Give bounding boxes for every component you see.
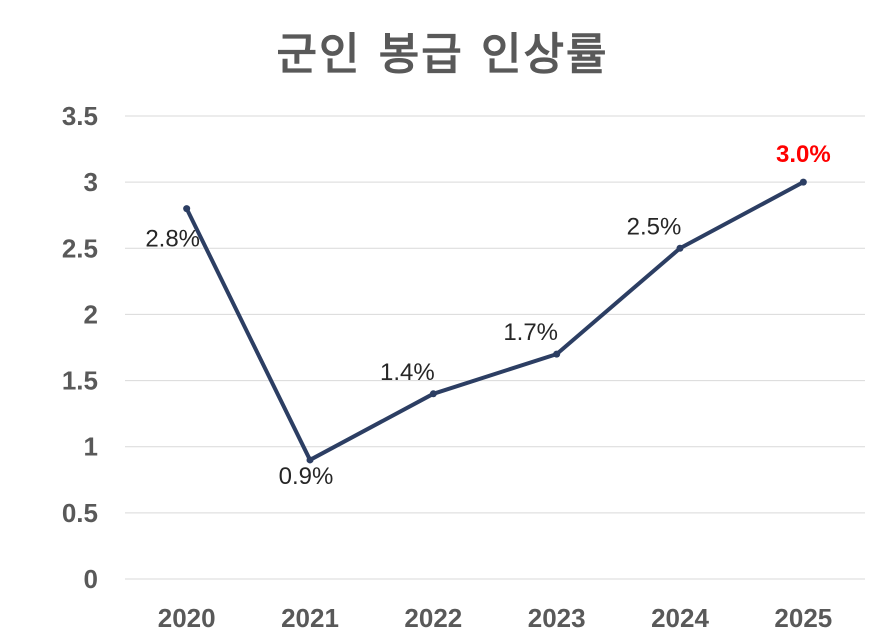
x-axis: 2020 2021 2022 2023 2024 2025 bbox=[158, 603, 833, 633]
y-tick-label: 0.5 bbox=[62, 498, 98, 528]
x-tick-label: 2024 bbox=[651, 603, 709, 633]
series-line bbox=[183, 178, 807, 464]
data-point bbox=[183, 205, 191, 213]
x-tick-label: 2023 bbox=[528, 603, 586, 633]
y-axis: 0 0.5 1 1.5 2 2.5 3 3.5 bbox=[62, 101, 98, 594]
data-label: 1.7% bbox=[503, 319, 558, 346]
data-labels: 2.8% 0.9% 1.4% 1.7% 2.5% 3.0% bbox=[145, 141, 830, 490]
data-point bbox=[429, 390, 437, 398]
y-tick-label: 1.5 bbox=[62, 366, 98, 396]
data-point bbox=[799, 178, 807, 186]
data-line bbox=[184, 180, 806, 462]
x-tick-label: 2020 bbox=[158, 603, 216, 633]
y-tick-label: 0 bbox=[84, 564, 98, 594]
data-point bbox=[306, 456, 314, 464]
y-tick-label: 2 bbox=[84, 299, 98, 329]
data-label: 2.8% bbox=[145, 226, 200, 253]
y-tick-label: 3 bbox=[84, 167, 98, 197]
y-tick-label: 1 bbox=[84, 432, 98, 462]
data-label: 2.5% bbox=[627, 213, 682, 240]
y-tick-label: 2.5 bbox=[62, 233, 98, 263]
gridlines bbox=[125, 115, 865, 580]
data-label: 1.4% bbox=[380, 359, 435, 386]
y-tick-label: 3.5 bbox=[62, 101, 98, 131]
x-tick-label: 2025 bbox=[774, 603, 832, 633]
data-point bbox=[553, 350, 561, 358]
data-point bbox=[676, 244, 684, 252]
x-tick-label: 2021 bbox=[281, 603, 339, 633]
chart-title: 군인 봉급 인상률 bbox=[276, 29, 609, 80]
data-label: 3.0% bbox=[776, 141, 831, 168]
data-label: 0.9% bbox=[279, 463, 334, 490]
x-tick-label: 2022 bbox=[404, 603, 462, 633]
